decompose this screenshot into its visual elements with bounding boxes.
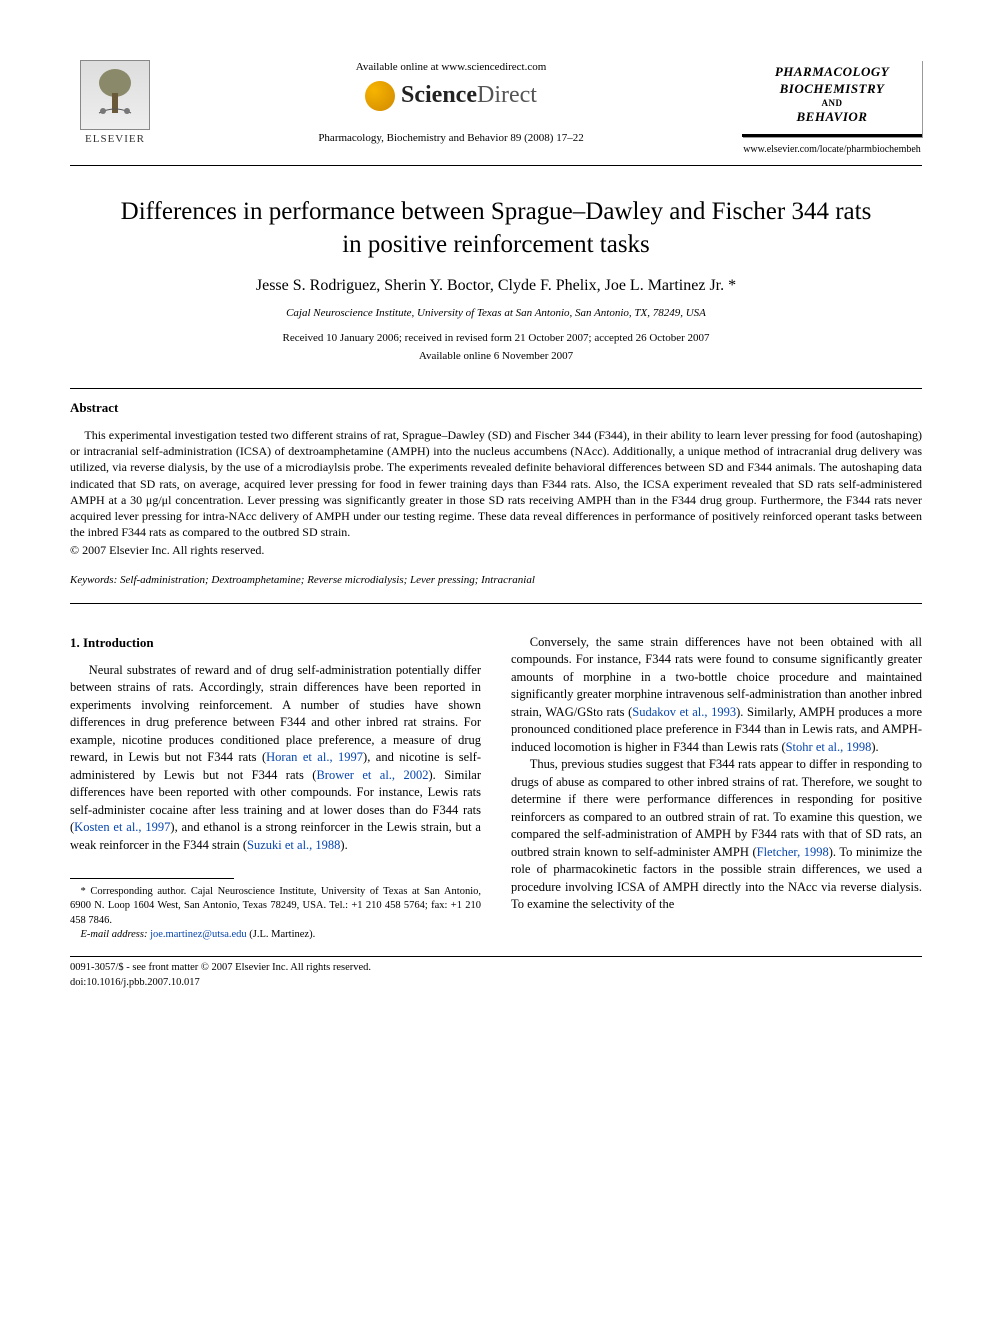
- sciencedirect-logo: ScienceDirect: [365, 79, 537, 113]
- citation-link[interactable]: Kosten et al., 1997: [74, 820, 170, 834]
- journal-title-box: PHARMACOLOGY BIOCHEMISTRY AND BEHAVIOR w…: [742, 60, 922, 157]
- journal-name-line1: PHARMACOLOGY: [775, 64, 889, 79]
- journal-url: www.elsevier.com/locate/pharmbiochembeh: [742, 143, 922, 157]
- citation-link[interactable]: Stohr et al., 1998: [786, 740, 872, 754]
- intro-paragraph-1: Neural substrates of reward and of drug …: [70, 662, 481, 855]
- citation-link[interactable]: Brower et al., 2002: [316, 768, 428, 782]
- journal-name-and: AND: [750, 98, 914, 110]
- email-line: E-mail address: joe.martinez@utsa.edu (J…: [70, 928, 481, 942]
- citation-link[interactable]: Sudakov et al., 1993: [632, 705, 736, 719]
- footer-rule: [70, 956, 922, 957]
- footnote-rule: [70, 878, 234, 879]
- header-center: Available online at www.sciencedirect.co…: [160, 60, 742, 146]
- text-span: ).: [871, 740, 878, 754]
- affiliation: Cajal Neuroscience Institute, University…: [70, 306, 922, 321]
- journal-reference: Pharmacology, Biochemistry and Behavior …: [180, 131, 722, 146]
- footer-line1: 0091-3057/$ - see front matter © 2007 El…: [70, 961, 922, 976]
- text-span: ).: [340, 838, 347, 852]
- keywords-text: Self-administration; Dextroamphetamine; …: [120, 574, 535, 586]
- publisher-name: ELSEVIER: [85, 132, 145, 147]
- abstract-bottom-rule: [70, 603, 922, 604]
- elsevier-tree-icon: [80, 60, 150, 130]
- available-online-text: Available online at www.sciencedirect.co…: [180, 60, 722, 75]
- abstract-top-rule: [70, 388, 922, 389]
- header-rule: [70, 165, 922, 166]
- abstract-body: This experimental investigation tested t…: [70, 427, 922, 540]
- keywords-line: Keywords: Self-administration; Dextroamp…: [70, 573, 922, 588]
- page-container: ELSEVIER Available online at www.science…: [0, 0, 992, 1030]
- citation-link[interactable]: Suzuki et al., 1988: [247, 838, 340, 852]
- journal-name-line3: BEHAVIOR: [797, 109, 868, 124]
- journal-name-line2: BIOCHEMISTRY: [780, 81, 885, 96]
- sciencedirect-text: ScienceDirect: [401, 79, 537, 113]
- body-columns: 1. Introduction Neural substrates of rew…: [70, 634, 922, 942]
- journal-name: PHARMACOLOGY BIOCHEMISTRY AND BEHAVIOR: [742, 60, 922, 137]
- text-span: Thus, previous studies suggest that F344…: [511, 757, 922, 859]
- citation-link[interactable]: Horan et al., 1997: [266, 750, 363, 764]
- intro-paragraph-3: Thus, previous studies suggest that F344…: [511, 756, 922, 914]
- citation-link[interactable]: Fletcher, 1998: [757, 845, 829, 859]
- available-date: Available online 6 November 2007: [70, 349, 922, 364]
- corresponding-author: * Corresponding author. Cajal Neuroscien…: [70, 885, 481, 928]
- email-tail: (J.L. Martinez).: [249, 929, 315, 940]
- column-left: 1. Introduction Neural substrates of rew…: [70, 634, 481, 942]
- elsevier-logo-block: ELSEVIER: [70, 60, 160, 147]
- email-link[interactable]: joe.martinez@utsa.edu: [150, 929, 247, 940]
- article-title: Differences in performance between Sprag…: [120, 196, 872, 261]
- section-heading: 1. Introduction: [70, 634, 481, 652]
- header-row: ELSEVIER Available online at www.science…: [70, 60, 922, 157]
- footer-line2: doi:10.1016/j.pbb.2007.10.017: [70, 976, 922, 991]
- footnote-block: * Corresponding author. Cajal Neuroscien…: [70, 885, 481, 942]
- intro-paragraph-2: Conversely, the same strain differences …: [511, 634, 922, 757]
- abstract-heading: Abstract: [70, 399, 922, 417]
- email-label: E-mail address:: [81, 929, 148, 940]
- column-right: Conversely, the same strain differences …: [511, 634, 922, 942]
- keywords-label: Keywords:: [70, 574, 117, 586]
- abstract-copyright: © 2007 Elsevier Inc. All rights reserved…: [70, 542, 922, 559]
- authors: Jesse S. Rodriguez, Sherin Y. Boctor, Cl…: [70, 275, 922, 297]
- received-dates: Received 10 January 2006; received in re…: [70, 331, 922, 346]
- abstract-text: This experimental investigation tested t…: [70, 427, 922, 540]
- sciencedirect-swirl-icon: [365, 81, 395, 111]
